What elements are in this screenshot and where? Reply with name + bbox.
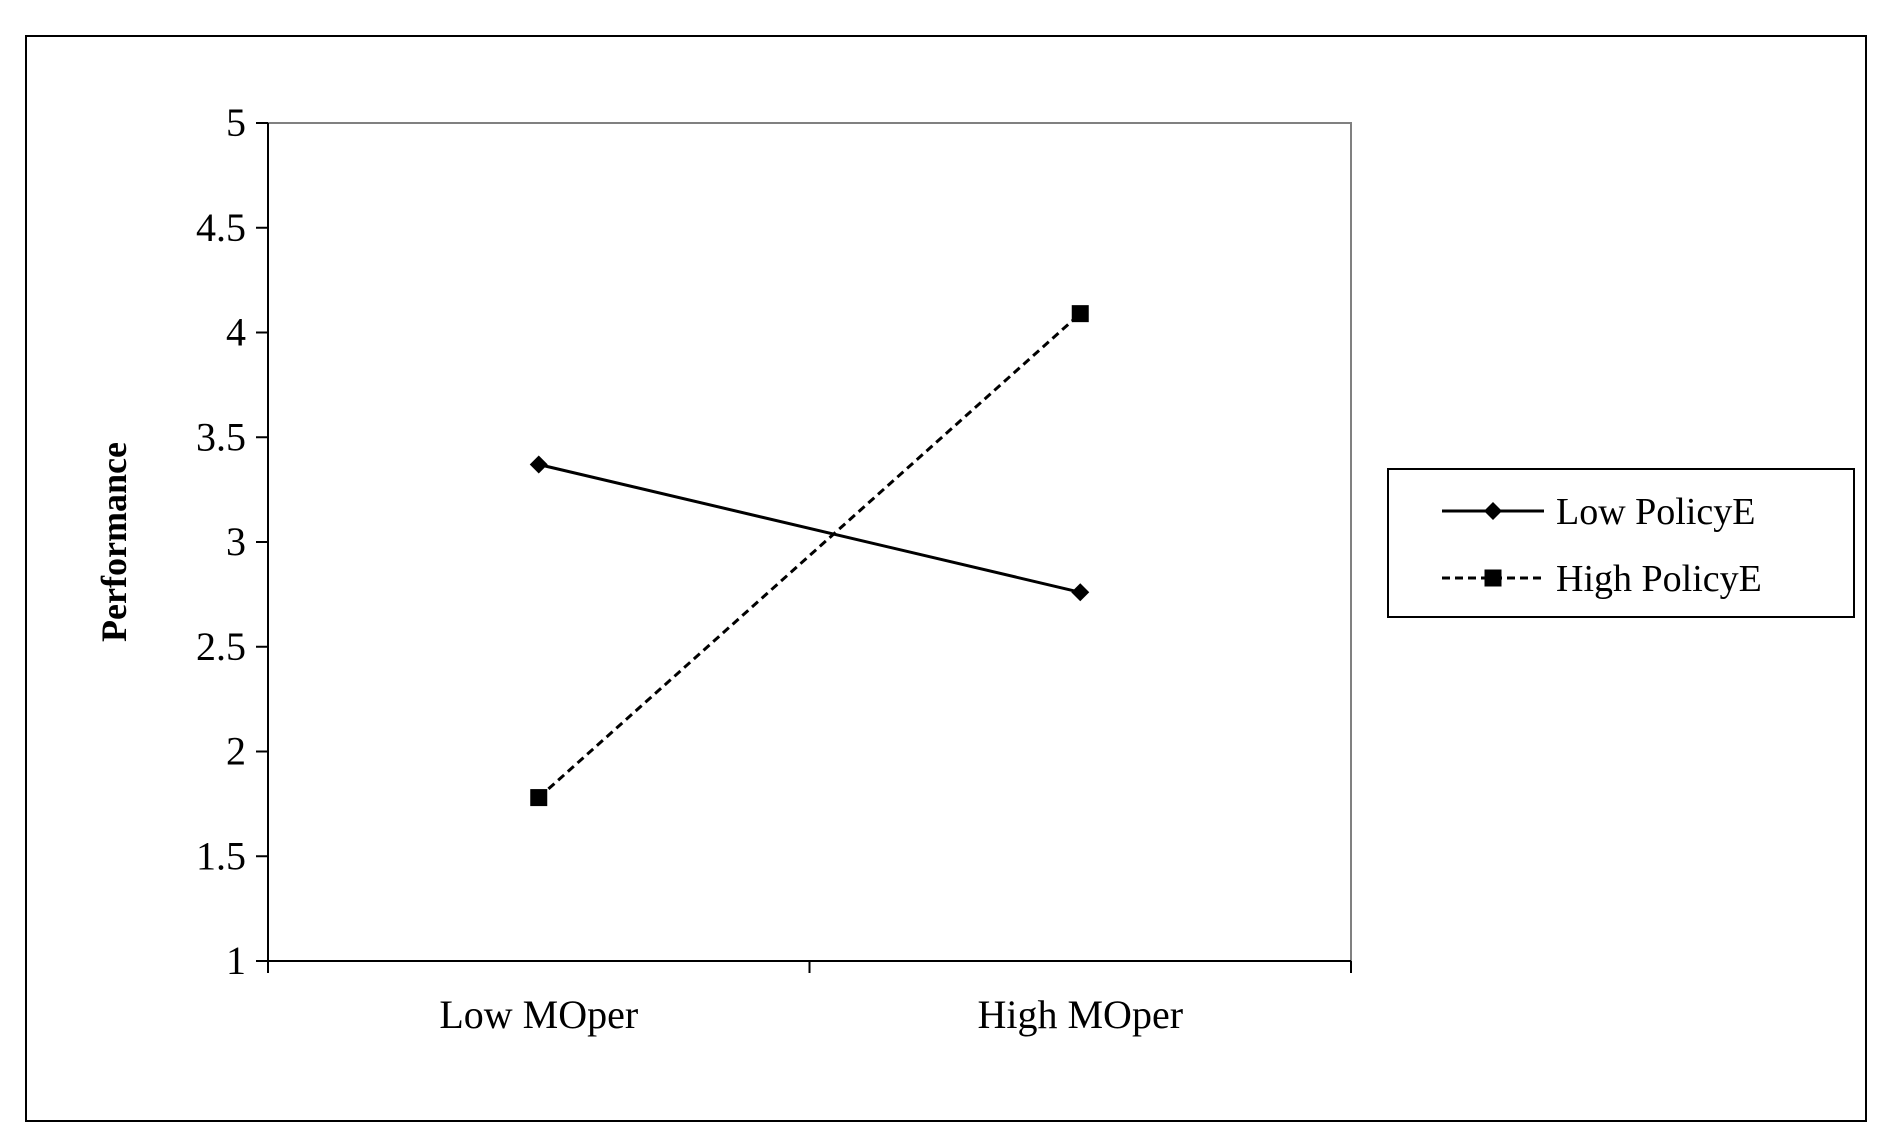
y-tick-label: 1.5 xyxy=(196,833,246,878)
legend-marker xyxy=(1484,569,1502,587)
y-tick-label: 3.5 xyxy=(196,414,246,459)
series-line-low-policye xyxy=(538,463,1081,594)
legend-box xyxy=(1387,468,1855,618)
y-tick-label: 3 xyxy=(226,519,246,564)
legend-label: High PolicyE xyxy=(1556,558,1762,600)
legend: Low PolicyE High PolicyE xyxy=(1387,468,1855,618)
y-tick-label: 5 xyxy=(226,100,246,145)
data-point xyxy=(529,455,548,474)
y-tick-label: 2.5 xyxy=(196,624,246,669)
x-category-label: Low MOper xyxy=(439,992,638,1037)
x-axis-ticks: Low MOper High MOper xyxy=(267,961,1352,1037)
x-category-label: High MOper xyxy=(977,992,1183,1037)
data-point xyxy=(1071,305,1089,323)
series-line-high-policye xyxy=(537,312,1082,799)
y-tick-label: 2 xyxy=(226,729,246,774)
legend-marker xyxy=(1484,502,1502,520)
legend-label: Low PolicyE xyxy=(1556,491,1755,533)
data-point xyxy=(1071,583,1090,602)
data-point xyxy=(530,789,548,807)
y-axis-label: Performance xyxy=(94,442,134,642)
y-tick-label: 1 xyxy=(226,938,246,983)
y-axis-ticks: 1 1.5 2 2.5 3 3.5 4 4.5 5 xyxy=(196,100,268,983)
series-layer xyxy=(529,305,1090,807)
y-tick-label: 4 xyxy=(226,310,246,355)
y-tick-label: 4.5 xyxy=(196,205,246,250)
